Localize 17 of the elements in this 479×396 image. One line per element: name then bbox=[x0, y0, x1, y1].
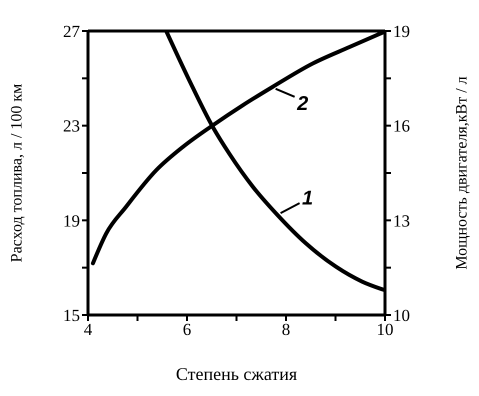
y-tick-label: 19 bbox=[63, 211, 80, 230]
x-tick-label: 8 bbox=[282, 320, 290, 340]
y2-tick-label: 19 bbox=[393, 22, 410, 42]
y-tick-label: 23 bbox=[63, 116, 80, 136]
x-axis-title: Степень сжатия bbox=[176, 364, 298, 384]
y2-tick-label: 10 bbox=[393, 306, 410, 326]
x-tick-label: 10 bbox=[376, 320, 394, 340]
legend-label: 1 bbox=[302, 187, 314, 210]
y2-tick-label: 16 bbox=[393, 116, 410, 136]
legend-label: 2 bbox=[296, 93, 308, 116]
x-tick-label: 6 bbox=[182, 320, 192, 340]
y-tick-label: 15 bbox=[63, 306, 80, 326]
y-axis-title: Расход топлива, л / 100 км bbox=[8, 84, 26, 262]
x-tick-label: 4 bbox=[84, 320, 93, 340]
y-tick-label: 27 bbox=[63, 22, 80, 42]
y2-tick-label: 13 bbox=[393, 211, 410, 230]
y2-axis-title: Мощность двигателя,кВт / л bbox=[454, 76, 471, 270]
